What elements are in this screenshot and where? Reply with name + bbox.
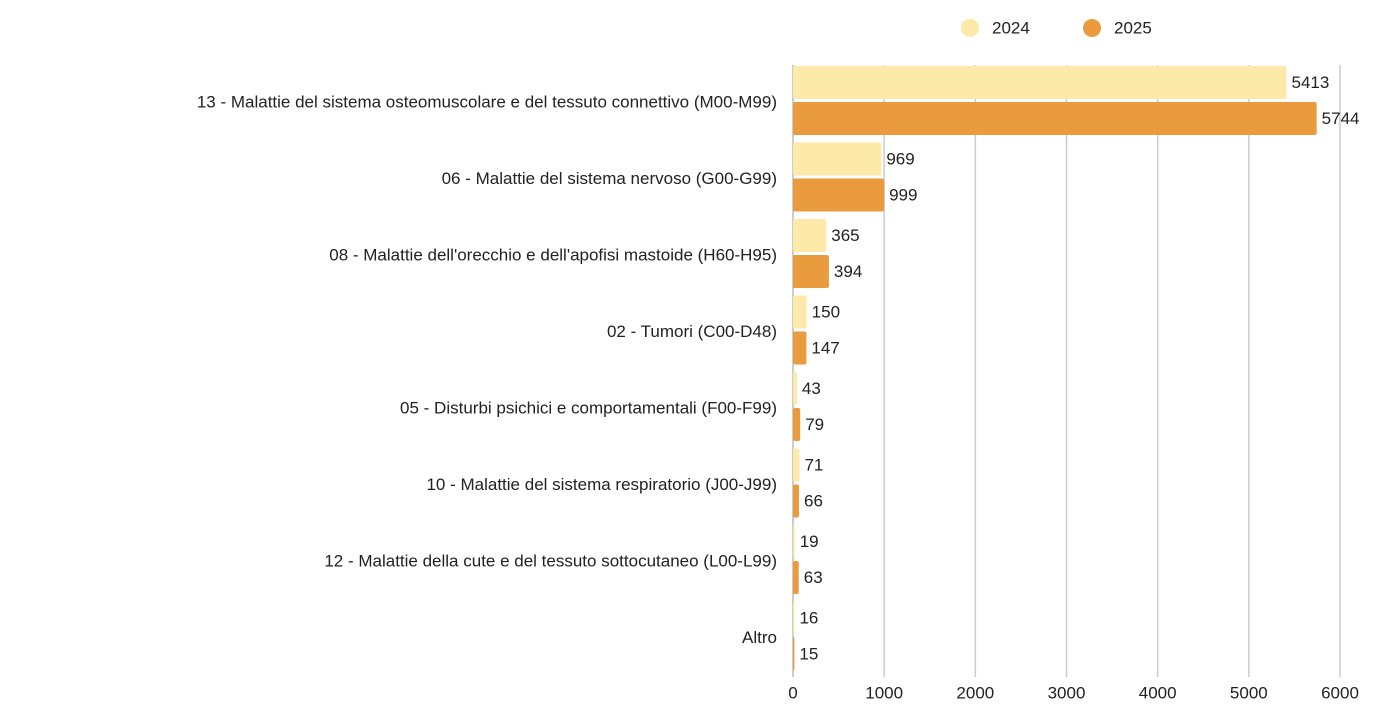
value-label: 999 <box>889 185 917 204</box>
value-label: 5744 <box>1322 109 1360 128</box>
y-tick-label: 05 - Disturbi psichici e comportamentali… <box>400 399 777 418</box>
bar <box>793 295 807 329</box>
value-label: 394 <box>834 262 862 281</box>
bar <box>793 448 800 482</box>
value-label: 66 <box>804 491 823 510</box>
y-tick-label: Altro <box>742 628 777 647</box>
y-tick-label: 02 - Tumori (C00-D48) <box>607 322 777 341</box>
y-tick-label: 12 - Malattie della cute e del tessuto s… <box>324 552 777 571</box>
value-label: 43 <box>802 379 821 398</box>
bar <box>793 102 1317 135</box>
x-tick-label: 0 <box>788 683 797 702</box>
value-label: 150 <box>812 302 840 321</box>
bar <box>793 601 795 635</box>
bar <box>793 408 801 441</box>
bar <box>793 142 882 176</box>
y-tick-label: 08 - Malattie dell'orecchio e dell'apofi… <box>329 246 777 265</box>
y-tick-label: 06 - Malattie del sistema nervoso (G00-G… <box>442 169 777 188</box>
value-label: 5413 <box>1291 73 1329 92</box>
value-label: 63 <box>804 568 823 587</box>
x-tick-label: 3000 <box>1048 683 1086 702</box>
value-label: 16 <box>799 608 818 627</box>
value-label: 71 <box>804 455 823 474</box>
value-label: 19 <box>800 532 819 551</box>
value-label: 15 <box>799 644 818 663</box>
legend-swatch <box>1083 19 1101 37</box>
bar <box>793 255 829 288</box>
x-tick-label: 2000 <box>956 683 994 702</box>
value-label: 365 <box>831 226 859 245</box>
legend-label: 2024 <box>992 18 1030 37</box>
legend-label: 2025 <box>1114 18 1152 37</box>
bar <box>793 331 807 365</box>
value-label: 147 <box>811 338 839 357</box>
bar <box>793 372 797 405</box>
bar <box>793 178 885 212</box>
y-tick-label: 13 - Malattie del sistema osteomuscolare… <box>197 93 777 112</box>
bar <box>793 484 800 518</box>
bar <box>793 525 795 558</box>
x-tick-label: 6000 <box>1321 683 1359 702</box>
y-tick-label: 10 - Malattie del sistema respiratorio (… <box>426 475 777 494</box>
value-label: 79 <box>805 415 824 434</box>
bar <box>793 637 795 671</box>
x-tick-label: 1000 <box>865 683 903 702</box>
value-label: 969 <box>886 149 914 168</box>
bar <box>793 66 1287 99</box>
bar <box>793 561 799 594</box>
x-tick-label: 4000 <box>1139 683 1177 702</box>
x-tick-label: 5000 <box>1230 683 1268 702</box>
legend-swatch <box>961 19 979 37</box>
bar <box>793 219 827 252</box>
